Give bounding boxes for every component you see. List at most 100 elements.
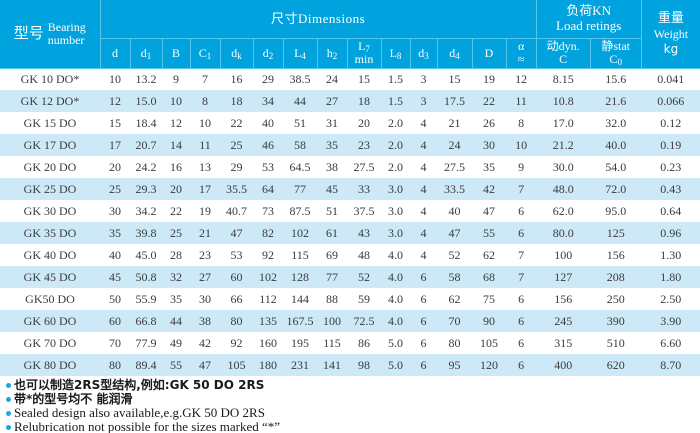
bullet-icon xyxy=(6,382,11,388)
value-cell: 21 xyxy=(448,115,461,130)
value-cell: 54.0 xyxy=(605,159,627,174)
value-cell: 6 xyxy=(420,313,427,328)
value-cell: 195 xyxy=(291,335,309,350)
value-cell: 88 xyxy=(326,291,338,306)
bearing-number-cell: GK 35 DO xyxy=(23,225,77,240)
value-cell: 23 xyxy=(358,137,370,152)
value-cell: 10 xyxy=(199,115,211,130)
value-cell: 144 xyxy=(291,291,309,306)
value-cell: 47 xyxy=(483,203,495,218)
value-cell: 10 xyxy=(515,137,528,152)
value-cell: 30 xyxy=(483,137,495,152)
table-row: GK 45 DO 45 50.8 32 27 60 102 128 77 52 4.0 6 58 68 7 1… xyxy=(0,266,700,288)
value-cell: 49 xyxy=(170,335,182,350)
bearing-number-cell: GK 60 DO xyxy=(23,313,77,328)
value-cell: 40.7 xyxy=(226,203,247,218)
bearing-number-label-zh: 型号 xyxy=(13,23,44,42)
value-cell: 27.5 xyxy=(353,159,375,174)
footnote-text: 也可以制造2RS型结构,例如:GK 50 DO 2RS xyxy=(14,378,265,392)
value-cell: 102 xyxy=(291,225,309,240)
value-cell: 400 xyxy=(554,357,573,372)
bearing-spec-table: 型号 Bearing number 尺寸Dimensions 负荷KN Load… xyxy=(0,0,700,376)
value-cell: 6 xyxy=(420,291,427,306)
value-cell: 35 xyxy=(109,225,121,240)
weight-unit-label: kg xyxy=(663,41,679,56)
value-cell: 68 xyxy=(483,269,495,284)
table-row: GK 30 DO 30 34.2 22 19 40.7 73 87.5 51 37.5 3.0 4 40… xyxy=(0,200,700,222)
value-cell: 245 xyxy=(554,313,573,328)
value-cell: 10 xyxy=(170,93,182,108)
column-header-stat-C0: 静stat C0 xyxy=(589,37,642,69)
value-cell: 6 xyxy=(420,357,427,372)
value-cell: 27.5 xyxy=(444,159,465,174)
value-cell: 21.2 xyxy=(552,137,574,152)
value-cell: 15 xyxy=(358,71,370,86)
value-cell: 231 xyxy=(291,357,309,372)
value-cell: 62 xyxy=(448,291,461,306)
table-row: GK 70 DO 70 77.9 49 42 92 160 195 115 86 5.0 6 80 105… xyxy=(0,332,700,354)
value-cell: 92 xyxy=(230,335,243,350)
bearing-number-cell: GK 17 DO xyxy=(23,137,77,152)
value-cell: 82 xyxy=(262,225,274,240)
value-cell: 3.0 xyxy=(388,181,403,196)
value-cell: 9 xyxy=(173,71,179,86)
value-cell: 32 xyxy=(170,269,182,284)
value-cell: 52 xyxy=(358,269,370,284)
value-cell: 58 xyxy=(294,137,306,152)
table-row: GK 20 DO 20 24.2 16 13 29 53 64.5 38 27.5 2.0 4 27.5… xyxy=(0,156,700,178)
weight-label-en: Weight xyxy=(653,26,689,41)
value-cell: 80.0 xyxy=(552,225,574,240)
value-cell: 0.12 xyxy=(660,115,682,130)
value-cell: 25 xyxy=(170,225,182,240)
table-row: GK 35 DO 35 39.8 25 21 47 82 102 61 43 3.0 4 47 55 6 80… xyxy=(0,222,700,244)
value-cell: 105 xyxy=(227,357,246,372)
column-header-L8: L8 xyxy=(380,37,411,69)
value-cell: 4 xyxy=(420,247,427,262)
value-cell: 59 xyxy=(358,291,370,306)
value-cell: 1.5 xyxy=(388,71,403,86)
value-cell: 156 xyxy=(606,247,625,262)
table-row: GK 60 DO 60 66.8 44 38 80 135 167.5 100 72.5 4.0 6 7… xyxy=(0,310,700,332)
value-cell: 29.3 xyxy=(135,181,157,196)
value-cell: 8 xyxy=(518,115,525,130)
value-cell: 4 xyxy=(420,225,427,240)
value-cell: 1.30 xyxy=(660,247,682,262)
value-cell: 35.5 xyxy=(226,181,247,196)
column-header-d4: d4 xyxy=(436,37,473,69)
value-cell: 125 xyxy=(606,225,625,240)
value-cell: 6 xyxy=(518,313,525,328)
value-cell: 35 xyxy=(483,159,495,174)
footnote: 带*的型号均不 能润滑 xyxy=(6,392,700,406)
value-cell: 22 xyxy=(483,93,495,108)
value-cell: 21 xyxy=(199,225,211,240)
value-cell: 7 xyxy=(518,269,525,284)
value-cell: 3.0 xyxy=(388,203,403,218)
value-cell: 12 xyxy=(515,71,528,86)
value-cell: 20.7 xyxy=(135,137,157,152)
load-label-zh: 负荷KN xyxy=(566,2,612,18)
value-cell: 64.5 xyxy=(289,159,311,174)
value-cell: 22 xyxy=(170,203,182,218)
value-cell: 2.0 xyxy=(388,137,403,152)
value-cell: 26 xyxy=(483,115,495,130)
value-cell: 180 xyxy=(259,357,277,372)
table-row: GK50 DO 50 55.9 35 30 66 112 144 88 59 4.0 6 62 75 6 15… xyxy=(0,288,700,310)
column-header-L7min: L7 min xyxy=(346,37,382,69)
value-cell: 77.9 xyxy=(135,335,157,350)
column-header-d2: d2 xyxy=(252,37,284,69)
value-cell: 55.9 xyxy=(135,291,157,306)
value-cell: 70 xyxy=(109,335,121,350)
column-header-d1: d1 xyxy=(129,37,163,69)
value-cell: 40.0 xyxy=(605,137,627,152)
value-cell: 24 xyxy=(448,137,461,152)
value-cell: 95.0 xyxy=(605,203,627,218)
value-cell: 6 xyxy=(518,335,525,350)
value-cell: 15 xyxy=(109,115,121,130)
value-cell: 47 xyxy=(448,225,461,240)
table-row: GK 17 DO 17 20.7 14 11 25 46 58 35 23 2.0 4 24 30 10 21… xyxy=(0,134,700,156)
value-cell: 4 xyxy=(420,159,427,174)
value-cell: 115 xyxy=(291,247,309,262)
value-cell: 25 xyxy=(230,137,243,152)
value-cell: 80 xyxy=(230,313,243,328)
value-cell: 13 xyxy=(199,159,211,174)
